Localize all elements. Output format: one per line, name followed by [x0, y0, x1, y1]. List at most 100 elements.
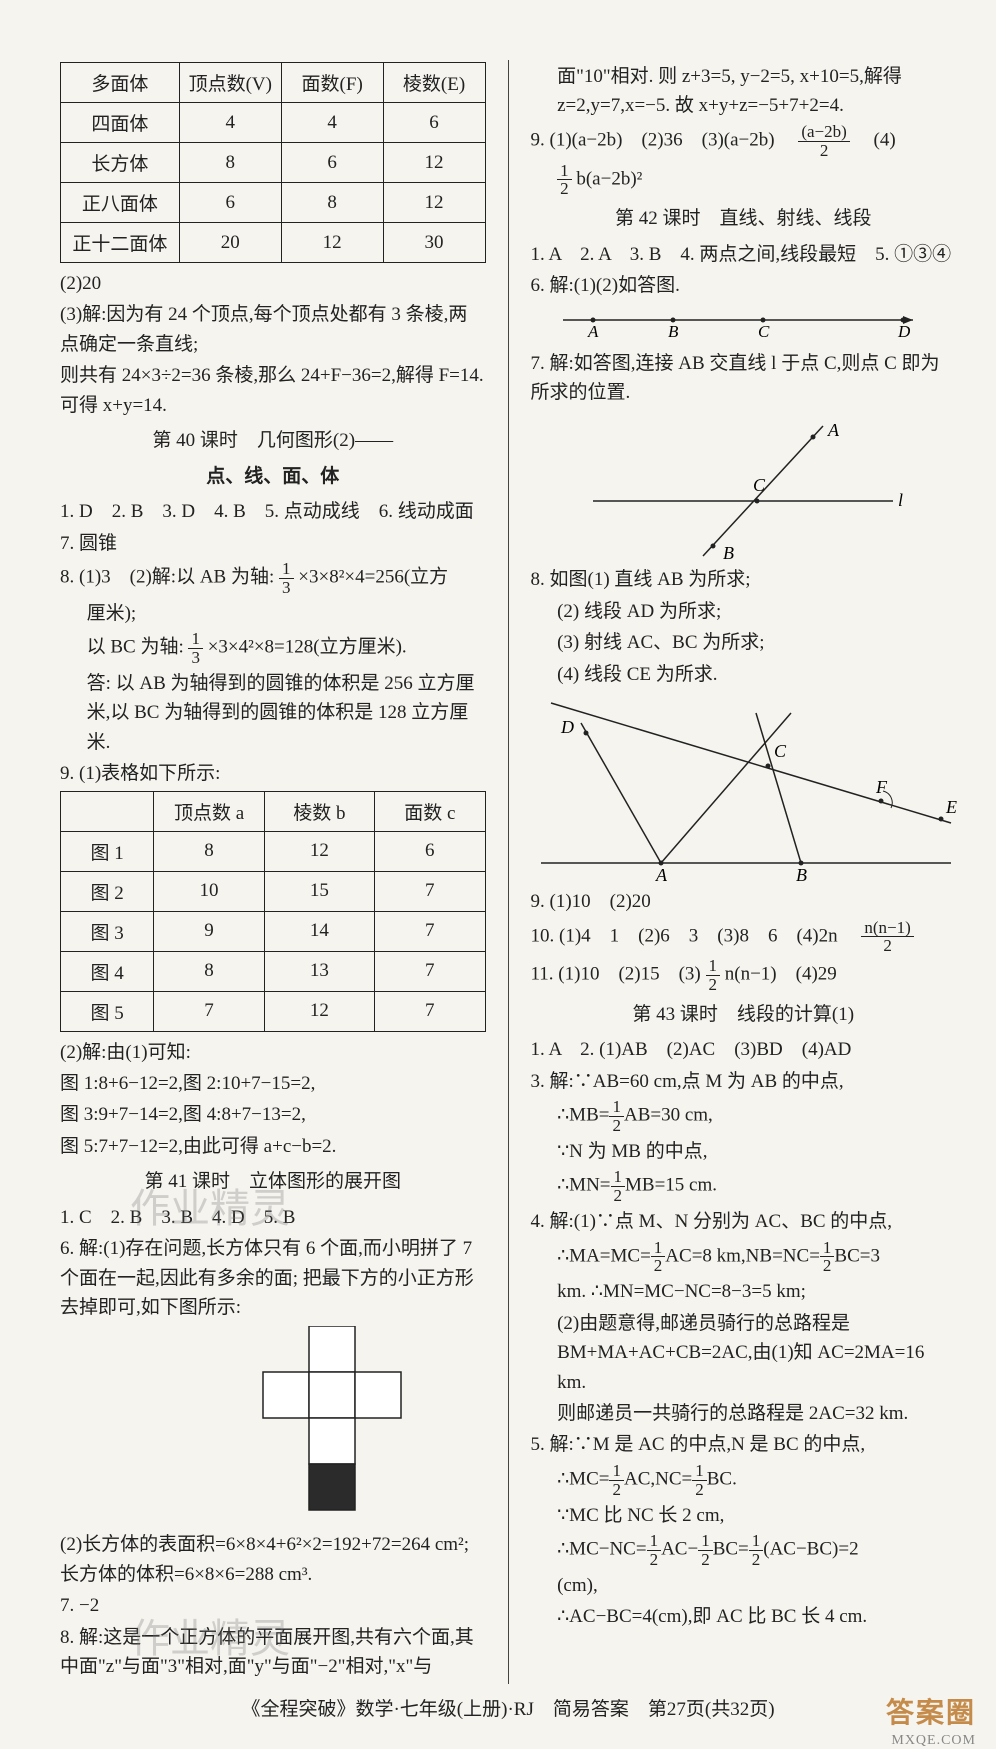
td: 20 [179, 223, 281, 263]
text: ∴MA=MC=12AC=8 km,NB=NC=12BC=3 [531, 1239, 957, 1276]
text: 1. A 2. A 3. B 4. 两点之间,线段最短 5. ①③④ [531, 240, 957, 269]
table-figures: 顶点数 a棱数 b面数 c 图 18126 图 210157 图 39147 图… [60, 791, 486, 1032]
text: 7. −2 [60, 1591, 486, 1620]
text: ∴AC−BC=4(cm),即 AC 比 BC 长 4 cm. [531, 1602, 957, 1631]
svg-text:D: D [897, 322, 911, 341]
td: 8 [154, 831, 264, 871]
text: 4. 解:(1)∵点 M、N 分别为 AC、BC 的中点, [531, 1207, 957, 1236]
text: 11. (1)10 (2)15 (3) 12 n(n−1) (4)29 [531, 957, 957, 994]
td: 图 5 [61, 991, 154, 1031]
heading-42: 第 42 课时 直线、射线、线段 [531, 204, 957, 233]
text: (2)由题意得,邮递员骑行的总路程是 BM+MA+AC+CB=2AC,由(1)知… [531, 1309, 957, 1397]
td: 4 [179, 103, 281, 143]
complex-lines-diagram: A B D C F E [531, 693, 971, 883]
td: 8 [281, 183, 383, 223]
heading-41: 第 41 课时 立体图形的展开图 [60, 1167, 486, 1196]
text: 图 1:8+6−12=2,图 2:10+7−15=2, [60, 1069, 486, 1098]
td: 15 [264, 871, 374, 911]
text: ∴MC=12AC,NC=12BC. [531, 1462, 957, 1499]
text: 10. (1)4 1 (2)6 3 (3)8 6 (4)2n n(n−1)2 [531, 919, 957, 956]
text: 则邮递员一共骑行的总路程是 2AC=32 km. [531, 1399, 957, 1428]
line-points-diagram: ABCD [543, 305, 943, 345]
text: 8. 解:这是一个正方体的平面展开图,共有六个面,其中面"z"与面"3"相对,面… [60, 1623, 486, 1682]
svg-text:E: E [945, 797, 957, 817]
td: 8 [154, 951, 264, 991]
text: 9. (1)(a−2b) (2)36 (3)(a−2b) (a−2b)2 (4) [531, 123, 957, 160]
text: 1. D 2. B 3. D 4. B 5. 点动成线 6. 线动成面 [60, 497, 486, 526]
td: 图 3 [61, 911, 154, 951]
th: 顶点数(V) [179, 63, 281, 103]
th: 多面体 [61, 63, 180, 103]
text: 面"10"相对. 则 z+3=5, y−2=5, x+10=5,解得 z=2,y… [531, 62, 957, 121]
svg-text:B: B [668, 322, 679, 341]
text: ∵N 为 MB 的中点, [531, 1137, 957, 1166]
svg-text:C: C [774, 741, 787, 761]
text: 7. 圆锥 [60, 529, 486, 558]
page-footer: 《全程突破》数学·七年级(上册)·RJ 简易答案 第27页(共32页) [60, 1694, 956, 1721]
text: ∴MC−NC=12AC−12BC=12(AC−BC)=2 [531, 1532, 957, 1569]
td: 10 [154, 871, 264, 911]
td: 12 [264, 831, 374, 871]
th: 顶点数 a [154, 791, 264, 831]
text: 9. (1)表格如下所示: [60, 759, 486, 788]
td: 13 [264, 951, 374, 991]
td: 6 [281, 143, 383, 183]
th: 面数 c [375, 791, 485, 831]
text: 则共有 24×3÷2=36 条棱,那么 24+F−36=2,解得 F=14. 可… [60, 361, 486, 420]
td: 图 4 [61, 951, 154, 991]
text: 8. 如图(1) 直线 AB 为所求; [531, 565, 957, 594]
text: 答: 以 AB 为轴得到的圆锥的体积是 256 立方厘米,以 BC 为轴得到的圆… [60, 669, 486, 757]
th: 棱数(E) [383, 63, 485, 103]
table-polyhedra: 多面体 顶点数(V) 面数(F) 棱数(E) 四面体446 长方体8612 正八… [60, 62, 486, 263]
td: 8 [179, 143, 281, 183]
text: ∵MC 比 NC 长 2 cm, [531, 1501, 957, 1530]
text: 5. 解:∵M 是 AC 的中点,N 是 BC 的中点, [531, 1430, 957, 1459]
text: km. ∴MN=MC−NC=8−3=5 km; [531, 1277, 957, 1306]
text: 3. 解:∵AB=60 cm,点 M 为 AB 的中点, [531, 1067, 957, 1096]
text: (2) 线段 AD 为所求; [531, 597, 957, 626]
td: 四面体 [61, 103, 180, 143]
text: 9. (1)10 (2)20 [531, 887, 957, 916]
svg-text:C: C [753, 475, 766, 495]
intersection-diagram: A C B l [573, 411, 913, 561]
svg-text:A: A [655, 865, 668, 883]
td: 12 [281, 223, 383, 263]
text: ∴MN=12MB=15 cm. [531, 1168, 957, 1205]
td: 正八面体 [61, 183, 180, 223]
text: 12 b(a−2b)² [531, 162, 957, 199]
text: 以 BC 为轴: 13 ×3×4²×8=128(立方厘米). [60, 630, 486, 667]
td: 长方体 [61, 143, 180, 183]
heading-40-sub: 点、线、面、体 [60, 462, 486, 491]
td: 7 [375, 911, 485, 951]
text: 6. 解:(1)(2)如答图. [531, 271, 957, 300]
cube-net-diagram [143, 1326, 403, 1526]
td: 14 [264, 911, 374, 951]
column-divider [508, 60, 509, 1684]
svg-text:D: D [560, 717, 574, 737]
td: 图 2 [61, 871, 154, 911]
td: 7 [375, 871, 485, 911]
td: 30 [383, 223, 485, 263]
heading-40: 第 40 课时 几何图形(2)—— [60, 426, 486, 455]
td: 正十二面体 [61, 223, 180, 263]
svg-text:F: F [875, 777, 888, 797]
text: (cm), [531, 1571, 957, 1600]
td: 9 [154, 911, 264, 951]
text: (2)长方体的表面积=6×8×4+6²×2=192+72=264 cm²;长方体… [60, 1530, 486, 1589]
svg-text:A: A [587, 322, 599, 341]
text: 1. C 2. B 3. B 4. D 5. B 作业精灵 [60, 1203, 486, 1232]
td: 12 [383, 143, 485, 183]
svg-text:B: B [723, 543, 734, 561]
th [61, 791, 154, 831]
text: 图 3:9+7−14=2,图 4:8+7−13=2, [60, 1100, 486, 1129]
td: 4 [281, 103, 383, 143]
text: (3) 射线 AC、BC 为所求; [531, 628, 957, 657]
td: 图 1 [61, 831, 154, 871]
td: 12 [383, 183, 485, 223]
td: 6 [383, 103, 485, 143]
heading-43: 第 43 课时 线段的计算(1) [531, 1000, 957, 1029]
text: (2)20 [60, 269, 486, 298]
text: 1. A 2. (1)AB (2)AC (3)BD (4)AD [531, 1035, 957, 1064]
td: 7 [375, 991, 485, 1031]
text: 图 5:7+7−12=2,由此可得 a+c−b=2. [60, 1132, 486, 1161]
